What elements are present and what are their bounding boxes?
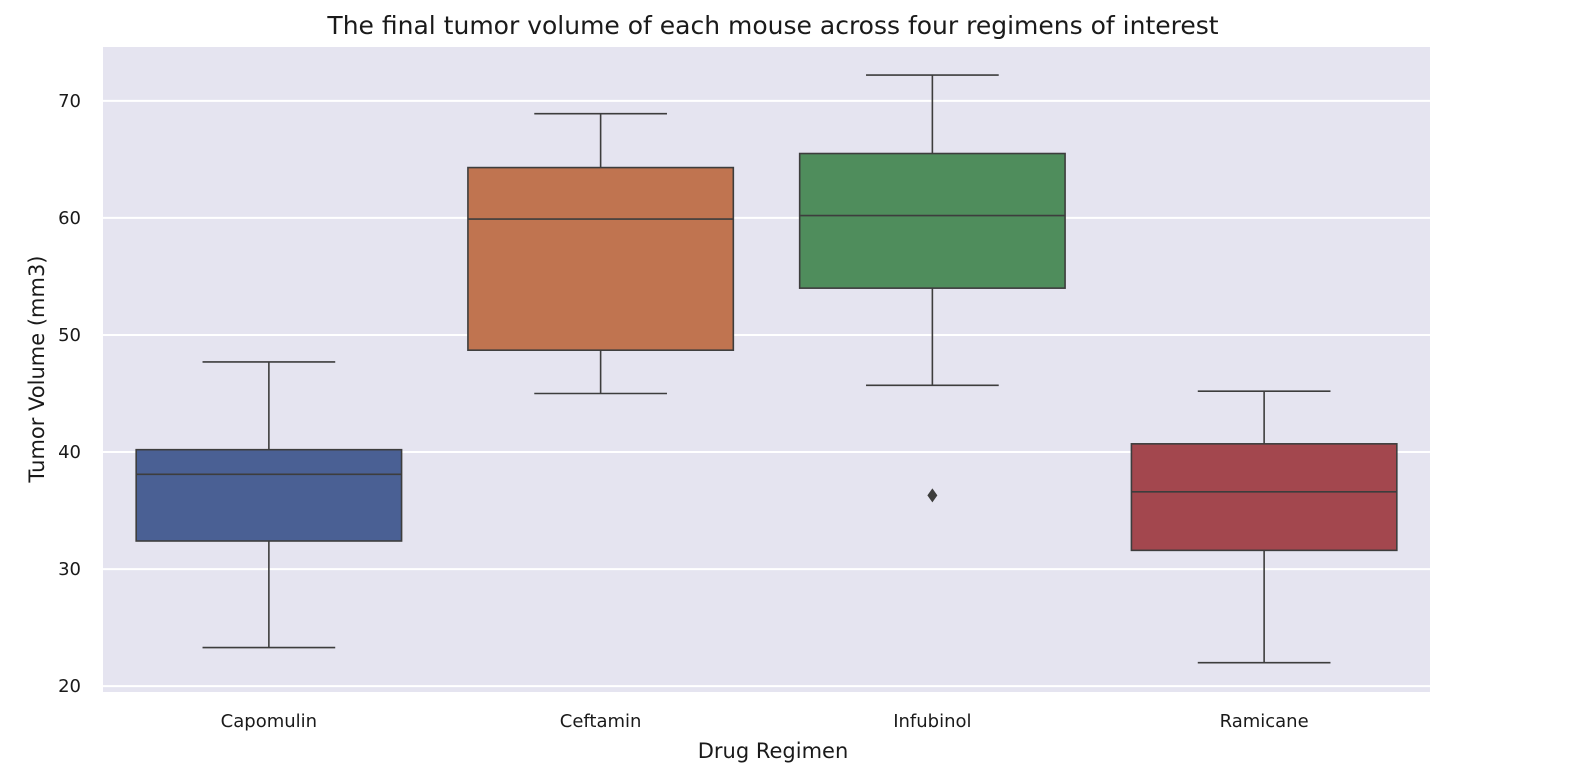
outlier-point-infubinol: [927, 488, 938, 503]
box-ramicane: [1130, 443, 1398, 552]
box-infubinol: [798, 152, 1066, 289]
x-axis-label: Drug Regimen: [698, 739, 849, 763]
y-tick-label-70: 70: [58, 91, 81, 112]
box-ceftamin: [467, 166, 735, 351]
y-tick-label-30: 30: [58, 559, 81, 580]
plot-area: [103, 47, 1430, 692]
x-tick-label-capomulin: Capomulin: [221, 711, 317, 732]
box-group-ramicane: [1130, 390, 1398, 664]
chart-title: The final tumor volume of each mouse acr…: [326, 11, 1218, 40]
x-axis-ticks: Capomulin Ceftamin Infubinol Ramicane: [221, 711, 1309, 732]
y-axis-ticks: 20 30 40 50 60 70: [58, 91, 81, 697]
x-tick-label-infubinol: Infubinol: [893, 711, 971, 732]
y-tick-label-50: 50: [58, 325, 81, 346]
box-group-capomulin: [135, 361, 403, 649]
y-axis-label: Tumor Volume (mm3): [25, 255, 49, 483]
box-capomulin: [135, 448, 403, 542]
box-group-infubinol: [798, 74, 1066, 503]
y-tick-label-20: 20: [58, 676, 81, 697]
box-group-ceftamin: [467, 112, 735, 395]
y-tick-label-40: 40: [58, 442, 81, 463]
x-tick-label-ceftamin: Ceftamin: [560, 711, 642, 732]
x-tick-label-ramicane: Ramicane: [1220, 711, 1309, 732]
boxes: [135, 74, 1398, 664]
y-tick-label-60: 60: [58, 208, 81, 229]
